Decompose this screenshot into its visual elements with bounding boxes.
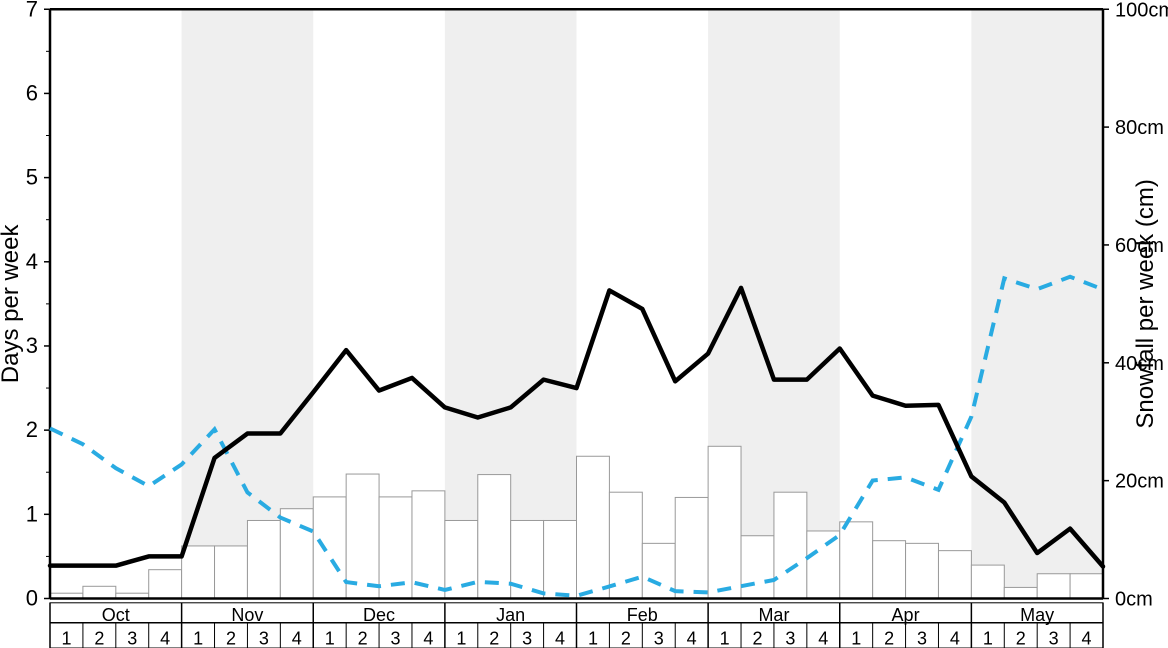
svg-text:2: 2 [26, 417, 38, 442]
svg-text:4: 4 [687, 628, 697, 648]
svg-text:3: 3 [259, 628, 269, 648]
svg-text:20cm: 20cm [1115, 471, 1164, 493]
svg-text:4: 4 [292, 628, 302, 648]
svg-text:3: 3 [654, 628, 664, 648]
svg-text:6: 6 [26, 80, 38, 105]
svg-text:Dec: Dec [363, 605, 395, 625]
svg-text:2: 2 [752, 628, 762, 648]
svg-text:2: 2 [884, 628, 894, 648]
svg-text:3: 3 [917, 628, 927, 648]
svg-text:7: 7 [26, 0, 38, 21]
svg-text:0: 0 [26, 586, 38, 611]
svg-text:Jan: Jan [496, 605, 525, 625]
svg-text:1: 1 [456, 628, 466, 648]
svg-text:4: 4 [1082, 628, 1092, 648]
svg-text:1: 1 [61, 628, 71, 648]
svg-text:1: 1 [588, 628, 598, 648]
svg-text:Nov: Nov [231, 605, 263, 625]
svg-text:1: 1 [26, 501, 38, 526]
svg-text:1: 1 [983, 628, 993, 648]
svg-text:3: 3 [785, 628, 795, 648]
svg-text:3: 3 [1049, 628, 1059, 648]
svg-text:3: 3 [26, 333, 38, 358]
svg-text:80cm: 80cm [1115, 117, 1164, 139]
svg-text:100cm: 100cm [1115, 0, 1168, 21]
svg-text:4: 4 [818, 628, 828, 648]
svg-text:1: 1 [325, 628, 335, 648]
svg-text:4: 4 [26, 249, 38, 274]
svg-text:1: 1 [720, 628, 730, 648]
svg-text:2: 2 [94, 628, 104, 648]
svg-text:Snowfall per week (cm): Snowfall per week (cm) [1132, 179, 1159, 428]
svg-text:4: 4 [950, 628, 960, 648]
svg-text:2: 2 [489, 628, 499, 648]
svg-text:4: 4 [160, 628, 170, 648]
svg-text:Feb: Feb [627, 605, 658, 625]
svg-text:2: 2 [358, 628, 368, 648]
svg-text:Apr: Apr [892, 605, 920, 625]
svg-text:3: 3 [391, 628, 401, 648]
svg-text:4: 4 [423, 628, 433, 648]
svg-text:2: 2 [1016, 628, 1026, 648]
svg-text:1: 1 [193, 628, 203, 648]
svg-text:1: 1 [851, 628, 861, 648]
svg-text:2: 2 [226, 628, 236, 648]
svg-text:4: 4 [555, 628, 565, 648]
svg-text:3: 3 [127, 628, 137, 648]
svg-text:3: 3 [522, 628, 532, 648]
svg-text:0cm: 0cm [1115, 589, 1153, 611]
svg-text:Oct: Oct [102, 605, 130, 625]
svg-text:5: 5 [26, 165, 38, 190]
svg-text:May: May [1020, 605, 1054, 625]
svg-text:Mar: Mar [758, 605, 789, 625]
svg-text:2: 2 [621, 628, 631, 648]
svg-text:Days per week: Days per week [0, 224, 24, 384]
